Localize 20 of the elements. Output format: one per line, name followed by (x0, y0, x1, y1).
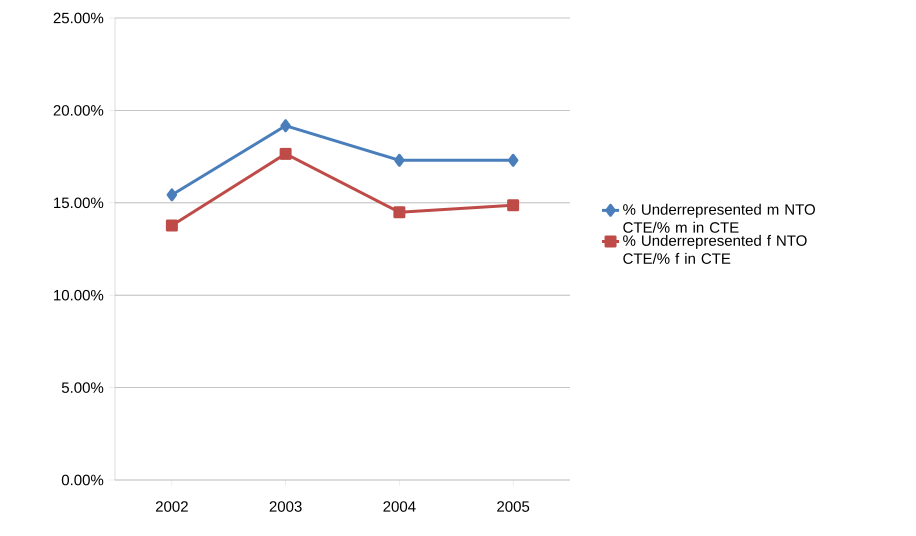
point (393, 206, 406, 218)
point (507, 199, 520, 212)
point (508, 154, 518, 167)
legend-label: % Underrepresented f NTO CTE/% f in CTE (623, 234, 807, 264)
point (394, 154, 405, 167)
x-tick-label: 2004 (383, 501, 416, 512)
y-tick-label: 20.00% (54, 105, 104, 116)
point (280, 119, 291, 132)
point (166, 188, 178, 202)
x-tick-label: 2003 (270, 501, 302, 512)
y-tick-label: 25.00% (54, 12, 104, 24)
y-tick-label: 5.00% (62, 382, 104, 393)
x-tick-label: 2005 (497, 501, 530, 512)
y-tick-label: 0.00% (62, 474, 104, 486)
x-tick-label: 2002 (156, 501, 188, 512)
point (166, 220, 178, 232)
y-tick-label: 15.00% (54, 197, 104, 208)
legend-label: % Underrepresented m NTO CTE/% m in CTE (623, 204, 815, 233)
y-tick-label: 10.00% (54, 290, 104, 301)
point (280, 148, 292, 160)
